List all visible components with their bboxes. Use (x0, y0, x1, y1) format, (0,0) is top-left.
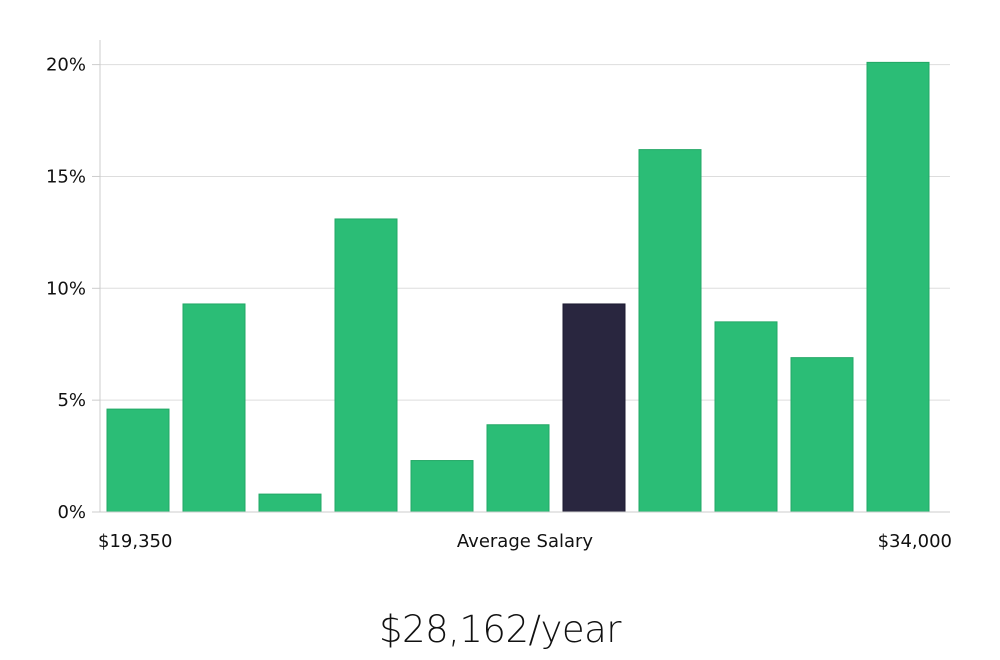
bar-2 (258, 493, 322, 513)
y-tick-label: 5% (57, 390, 86, 411)
y-tick-label: 0% (57, 502, 86, 523)
bar-8 (714, 321, 778, 513)
bar-9 (790, 357, 854, 513)
bar-4 (410, 460, 474, 513)
bar-5 (486, 424, 550, 513)
bar-highlighted-6 (562, 303, 626, 513)
salary-distribution-chart: 0% 5% 10% 15% 20% $19,350 Average Salary $34,00… (46, 40, 952, 552)
bar-10 (866, 61, 930, 513)
average-salary-value: $28,162/year (378, 608, 622, 651)
bar-0 (106, 408, 170, 513)
bar-7 (638, 149, 702, 513)
x-max-label: $34,000 (878, 531, 952, 552)
y-tick-label: 20% (46, 55, 86, 76)
x-min-label: $19,350 (98, 531, 172, 552)
x-axis-title: Average Salary (457, 531, 594, 552)
y-tick-label: 15% (46, 166, 86, 187)
y-tick-label: 10% (46, 278, 86, 299)
bar-3 (334, 218, 398, 513)
bar-1 (182, 303, 246, 513)
